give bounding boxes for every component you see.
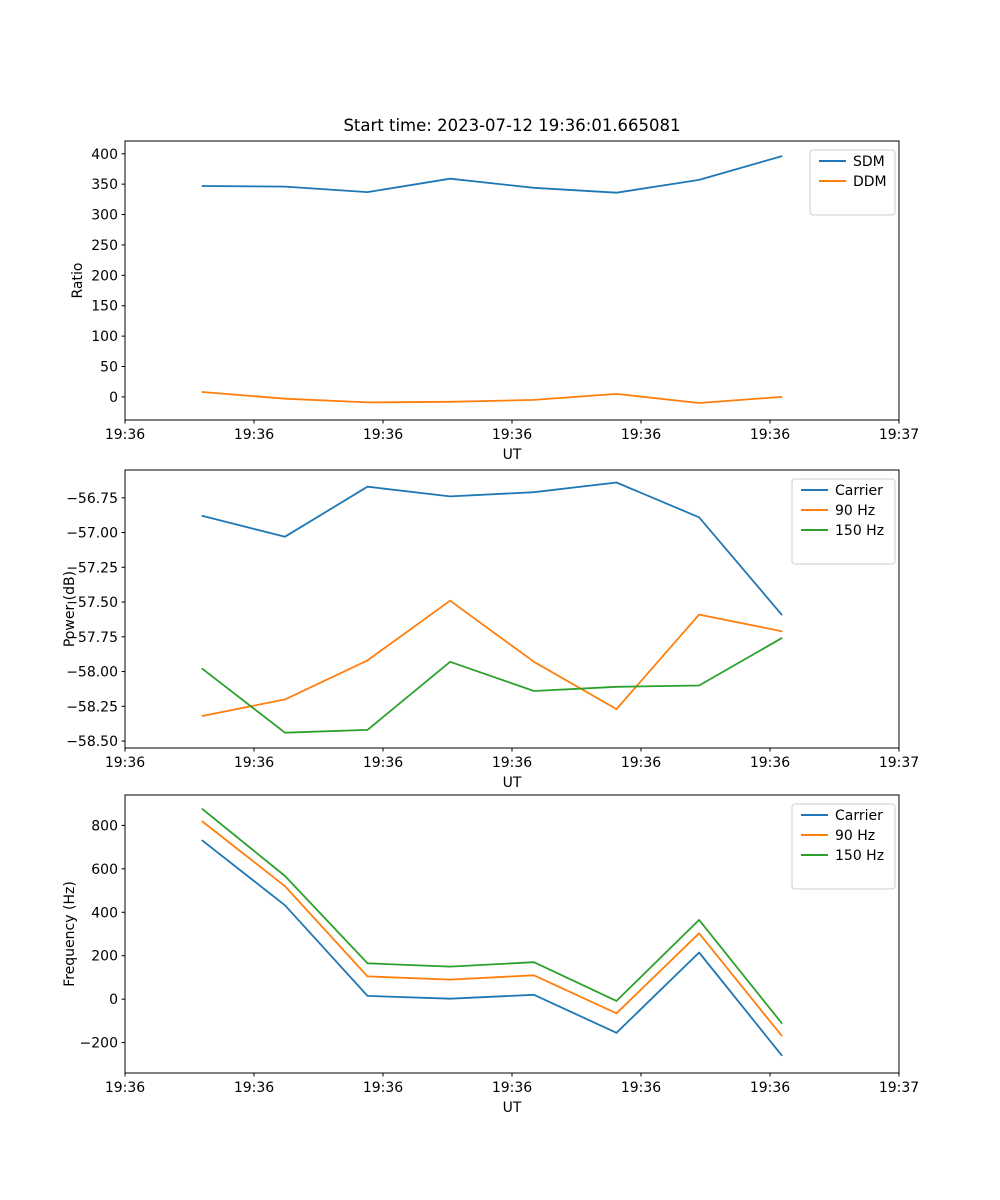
y-tick-label: 400 — [91, 905, 118, 921]
legend-label: 150 Hz — [835, 523, 884, 539]
x-axis-label: UT — [503, 447, 522, 463]
ddm-line — [201, 391, 783, 404]
x-tick-label: 19:36 — [750, 755, 790, 771]
legend-entry: DDM — [819, 174, 887, 190]
x-tick-label: 19:36 — [105, 1080, 145, 1096]
150hz-line — [201, 637, 783, 734]
legend-label: 90 Hz — [835, 828, 875, 844]
legend-entry: 150 Hz — [801, 523, 884, 539]
x-tick-label: 19:36 — [621, 427, 661, 443]
axes-frame — [124, 140, 900, 421]
y-tick-label: −200 — [80, 1036, 118, 1052]
x-tick-label: 19:37 — [879, 427, 919, 443]
legend-entry: 90 Hz — [801, 503, 875, 519]
y-axis-label: Power (dB) — [62, 571, 78, 647]
legend-label: DDM — [853, 174, 887, 190]
x-tick-label: 19:36 — [492, 427, 532, 443]
y-tick-label: −58.25 — [66, 699, 118, 715]
y-tick-label: −58.00 — [66, 665, 118, 681]
x-tick-label: 19:36 — [105, 427, 145, 443]
carrier-line — [201, 839, 783, 1057]
90hz-line — [201, 599, 783, 717]
figure-title: Start time: 2023-07-12 19:36:01.665081 — [343, 116, 681, 135]
y-tick-label: 300 — [91, 208, 118, 224]
ratio-chart: 19:36 19:36 19:36 19:36 19:36 19:36 19:37 0 50 10… — [70, 140, 919, 463]
y-tick-label: 0 — [109, 992, 118, 1008]
power-chart: 19:36 19:36 19:36 19:36 19:36 19:36 19:37 −58.5… — [62, 469, 919, 791]
y-tick-label: 0 — [109, 390, 118, 406]
y-tick-label: −57.25 — [66, 560, 118, 576]
x-tick-label: 19:36 — [492, 1080, 532, 1096]
y-axis-label: Frequency (Hz) — [62, 881, 78, 987]
legend-label: SDM — [853, 154, 885, 170]
y-tick-label: −57.00 — [66, 526, 118, 542]
y-tick-label: 100 — [91, 329, 118, 345]
x-tick-label: 19:36 — [363, 755, 403, 771]
legend-box — [791, 803, 896, 890]
y-tick-label: 350 — [91, 177, 118, 193]
sdm-line — [201, 155, 783, 194]
y-tick-label: −57.50 — [66, 595, 118, 611]
x-tick-label: 19:36 — [234, 755, 274, 771]
y-tick-label: 400 — [91, 147, 118, 163]
legend-label: 150 Hz — [835, 848, 884, 864]
legend-entry: Carrier — [801, 808, 883, 824]
y-tick-label: −58.50 — [66, 734, 118, 750]
90hz-line — [201, 820, 783, 1037]
x-tick-label: 19:36 — [621, 755, 661, 771]
x-tick-label: 19:36 — [105, 755, 145, 771]
legend: Carrier 90 Hz 150 Hz — [791, 803, 896, 890]
axes-frame — [124, 469, 900, 749]
x-tick-label: 19:36 — [234, 1080, 274, 1096]
y-tick-label: 150 — [91, 299, 118, 315]
y-tick-label: 800 — [91, 818, 118, 834]
legend-label: Carrier — [835, 808, 883, 824]
y-tick-label: 600 — [91, 862, 118, 878]
legend-label: Carrier — [835, 483, 883, 499]
legend-entry: SDM — [819, 154, 885, 170]
y-tick-label: −57.75 — [66, 630, 118, 646]
x-tick-label: 19:36 — [363, 427, 403, 443]
legend-label: 90 Hz — [835, 503, 875, 519]
y-tick-label: −56.75 — [66, 491, 118, 507]
x-axis-label: UT — [503, 1100, 522, 1116]
x-tick-label: 19:36 — [750, 427, 790, 443]
legend: Carrier 90 Hz 150 Hz — [791, 478, 896, 565]
150hz-line — [201, 808, 783, 1024]
legend-entry: 150 Hz — [801, 848, 884, 864]
axes-frame — [124, 794, 900, 1074]
y-tick-label: 200 — [91, 268, 118, 284]
legend: SDM DDM — [809, 149, 896, 216]
carrier-line — [201, 481, 783, 616]
legend-box — [809, 149, 896, 216]
x-tick-label: 19:36 — [363, 1080, 403, 1096]
x-tick-label: 19:37 — [879, 755, 919, 771]
x-tick-label: 19:36 — [750, 1080, 790, 1096]
x-tick-label: 19:37 — [879, 1080, 919, 1096]
y-axis-label: Ratio — [70, 263, 86, 299]
legend-box — [791, 478, 896, 565]
y-tick-label: 200 — [91, 949, 118, 965]
x-tick-label: 19:36 — [234, 427, 274, 443]
legend-entry: 90 Hz — [801, 828, 875, 844]
x-tick-label: 19:36 — [492, 755, 532, 771]
x-axis-label: UT — [503, 775, 522, 791]
frequency-chart: 19:36 19:36 19:36 19:36 19:36 19:36 19:37 −200 0… — [62, 794, 919, 1116]
y-tick-label: 250 — [91, 238, 118, 254]
x-tick-label: 19:36 — [621, 1080, 661, 1096]
legend-entry: Carrier — [801, 483, 883, 499]
y-tick-label: 50 — [100, 360, 118, 376]
